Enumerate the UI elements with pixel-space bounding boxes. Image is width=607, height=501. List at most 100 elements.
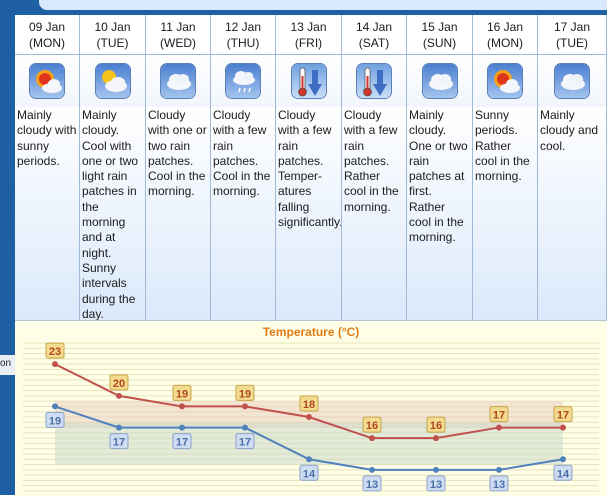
max-temperature-point [242,403,248,410]
temperature-label-box [299,395,319,412]
forecast-date-header: 17 Jan (TUE) [538,15,606,55]
temperature-label-box [45,411,65,428]
forecast-date-header: 12 Jan (THU) [211,15,275,55]
temperature-label-box [553,464,573,481]
max-temperature-label: 19 [239,388,251,400]
min-temperature-point [496,466,502,473]
forecast-date-header: 09 Jan (MON) [15,15,79,55]
forecast-grid: 09 Jan (MON) Mainly cloudy with sunny peri… [15,15,607,320]
max-temperature-label: 23 [49,346,61,358]
forecast-date: 09 Jan [28,20,66,34]
min-temperature-label: 13 [430,479,442,491]
temperature-label-box [45,342,65,359]
temperature-label-box [553,406,573,423]
min-temperature-label: 14 [557,468,570,480]
min-temperature-label: 13 [493,479,505,491]
forecast-icon-cell [407,55,472,107]
temperature-label-box [299,464,319,481]
forecast-date: 16 Jan [486,20,524,34]
forecast-icon-cell [276,55,341,107]
min-temperature-label: 14 [303,468,316,480]
min-temperature-label: 19 [49,415,61,427]
forecast-description: Cloudy with one or two rain patches. Coo… [146,107,210,320]
max-temperature-label: 18 [303,399,315,411]
max-temperature-label: 20 [113,378,125,390]
forecast-weekday: (MON) [29,36,65,50]
rain-cloud-icon [225,63,261,99]
temperature-falling-icon [356,63,392,99]
forecast-weekday: (WED) [160,36,196,50]
temperature-falling-icon [290,63,327,99]
temperature-label-box [489,475,509,492]
forecast-date: 13 Jan [290,20,327,34]
forecast-day-column: 09 Jan (MON) Mainly cloudy with sunny peri… [15,15,80,320]
min-temperature-point [242,424,248,431]
forecast-day-column: 15 Jan (SUN) Mainly cloudy. One or two rai… [407,15,473,320]
forecast-weekday: (SUN) [422,36,457,50]
forecast-description: Mainly cloudy with sunny periods. [15,107,79,320]
forecast-icon-cell [473,55,537,107]
forecast-date-header: 11 Jan (WED) [146,15,210,55]
forecast-day-column: 13 Jan (FRI) Cloudy with a few rain patche… [276,15,342,320]
forecast-icon-cell [342,55,406,107]
forecast-icon-cell [211,55,275,107]
max-temperature-label: 16 [366,420,378,432]
temperature-label-box [362,416,382,433]
max-temperature-label: 19 [176,388,188,400]
forecast-day-column: 17 Jan (TUE) Mainly cloudy and cool. [538,15,607,320]
forecast-description: Cloudy with a few rain patches. Temper-a… [276,107,341,320]
forecast-weekday: (SAT) [358,36,390,50]
forecast-description: Mainly cloudy. Cool with one or two ligh… [80,107,145,320]
forecast-date: 12 Jan [224,20,262,34]
forecast-date: 14 Jan [355,20,393,34]
forecast-date: 17 Jan [553,20,591,34]
min-temperature-label: 17 [239,437,251,449]
temperature-label-box [362,475,382,492]
min-temperature-point [116,424,122,431]
cloud-sun-icon [94,63,131,99]
forecast-date-header: 14 Jan (SAT) [342,15,406,55]
forecast-day-column: 11 Jan (WED) Cloudy with one or two rain p… [146,15,211,320]
forecast-date: 10 Jan [94,20,131,34]
max-temperature-label: 17 [557,410,569,422]
temperature-label-box [172,384,192,401]
forecast-date-header: 13 Jan (FRI) [276,15,341,55]
forecast-day-column: 12 Jan (THU) Cloudy with a few rain patche… [211,15,276,320]
min-temperature-label: 17 [176,437,188,449]
cloud-icon [160,63,196,99]
forecast-description: Sunny periods. Rather cool in the mornin… [473,107,537,320]
cloud-icon [554,63,590,99]
max-temperature-point [496,424,502,431]
temperature-label-box [109,374,129,391]
max-temperature-point [433,435,439,442]
forecast-day-column: 16 Jan (MON) Sunny periods. Rather cool in… [473,15,538,320]
forecast-weekday: (TUE) [556,36,588,50]
temperature-label-box [235,433,255,450]
forecast-date-header: 10 Jan (TUE) [80,15,145,55]
temperature-label-box [426,416,446,433]
sunny-cloud-icon [487,63,523,99]
left-sidebar-edge: on [0,0,15,495]
forecast-description: Cloudy with a few rain patches. Rather c… [342,107,406,320]
forecast-description: Mainly cloudy and cool. [538,107,606,320]
forecast-weekday: (MON) [487,36,523,50]
min-temperature-label: 17 [113,437,125,449]
forecast-day-column: 14 Jan (SAT) Cloudy with a few rain patche… [342,15,407,320]
forecast-weekday: (THU) [226,36,260,50]
chart-title: Temperature (°C) [262,325,360,339]
forecast-icon-cell [15,55,79,107]
max-temperature-point [306,414,312,420]
min-temperature-point [52,403,58,410]
forecast-date-header: 15 Jan (SUN) [407,15,472,55]
forecast-icon-cell [80,55,145,107]
temperature-label-box [489,406,509,423]
max-temperature-point [52,361,58,368]
sunny-cloud-icon [29,63,65,99]
top-bar [15,0,607,15]
temperature-chart: Temperature (°C) 23 20 19 19 18 16 16 17 17 19 17 1… [15,320,607,496]
max-temperature-label: 16 [430,420,442,432]
forecast-icon-cell [146,55,210,107]
min-temperature-point [560,456,566,463]
temperature-label-box [172,433,192,450]
left-edge-label: on [0,358,12,369]
